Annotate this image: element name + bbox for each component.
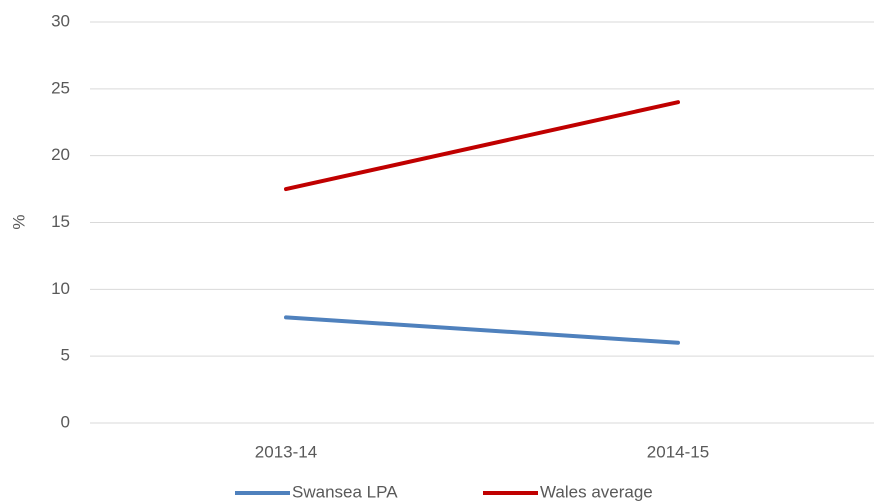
y-axis-label: % xyxy=(9,214,28,229)
series-line xyxy=(284,100,680,192)
x-tick-label: 2014-15 xyxy=(647,442,709,461)
y-tick-label: 5 xyxy=(61,346,70,365)
y-tick-label: 15 xyxy=(51,212,70,231)
y-tick-label: 20 xyxy=(51,145,70,164)
y-tick-label: 30 xyxy=(51,11,70,30)
y-tick-label: 10 xyxy=(51,279,70,298)
legend-label: Wales average xyxy=(540,482,653,501)
y-tick-label: 0 xyxy=(61,412,70,431)
y-tick-label: 25 xyxy=(51,78,70,97)
legend-label: Swansea LPA xyxy=(292,482,398,501)
x-tick-label: 2013-14 xyxy=(255,442,317,461)
series-line xyxy=(284,315,680,345)
